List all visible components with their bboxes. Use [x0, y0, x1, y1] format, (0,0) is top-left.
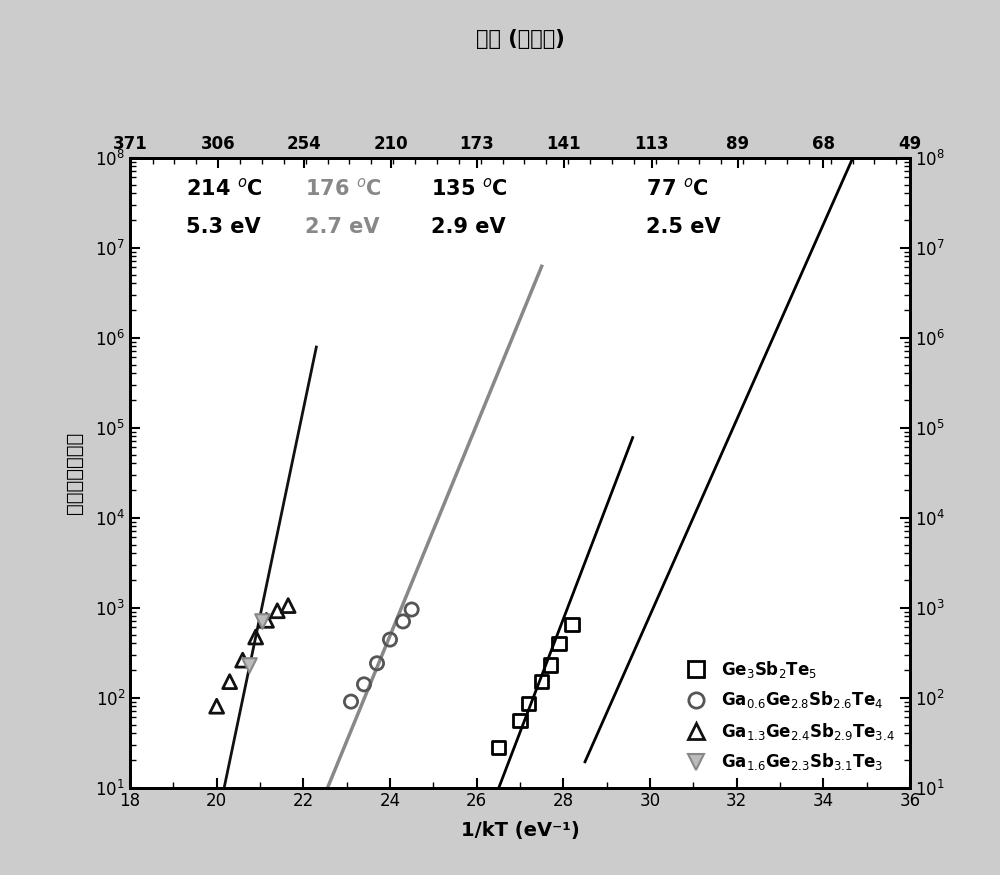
Point [222, 675, 238, 689]
Point [235, 653, 251, 667]
Point [490, 740, 506, 754]
Point [521, 696, 537, 710]
Text: 77 $^o$C: 77 $^o$C [646, 178, 708, 200]
Point [241, 658, 257, 672]
Point [343, 695, 359, 709]
Point [258, 613, 274, 627]
Text: 2.5 eV: 2.5 eV [646, 217, 720, 236]
Text: 214 $^o$C: 214 $^o$C [186, 178, 263, 200]
Point [534, 675, 550, 689]
Point [564, 618, 580, 632]
Point [248, 630, 264, 644]
Point [382, 633, 398, 647]
Point [542, 658, 558, 672]
Point [551, 636, 567, 650]
X-axis label: 1/kT (eV⁻¹): 1/kT (eV⁻¹) [461, 822, 579, 841]
Text: 5.3 eV: 5.3 eV [186, 217, 261, 236]
Point [395, 614, 411, 628]
Text: 176 $^o$C: 176 $^o$C [305, 178, 382, 200]
Point [512, 714, 528, 728]
Point [254, 614, 270, 628]
Text: 135 $^o$C: 135 $^o$C [431, 178, 508, 200]
Legend: Ge$_3$Sb$_2$Te$_5$, Ga$_{0.6}$Ge$_{2.8}$Sb$_{2.6}$Te$_4$, Ga$_{1.3}$Ge$_{2.4}$Sb: Ge$_3$Sb$_2$Te$_5$, Ga$_{0.6}$Ge$_{2.8}$… [673, 652, 902, 779]
Point [404, 603, 420, 617]
Text: 2.7 eV: 2.7 eV [305, 217, 380, 236]
Y-axis label: 失效时间（秒）: 失效时间（秒） [65, 431, 84, 514]
Point [209, 699, 225, 713]
Point [280, 598, 296, 612]
Point [269, 604, 285, 618]
Text: 2.9 eV: 2.9 eV [431, 217, 506, 236]
Point [356, 677, 372, 691]
Text: 温度 (摄氏度): 温度 (摄氏度) [476, 30, 564, 49]
Point [369, 656, 385, 670]
